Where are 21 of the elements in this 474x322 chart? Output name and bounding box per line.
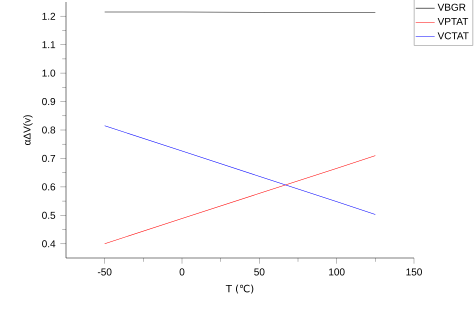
y-tick-label: 1.0: [42, 70, 56, 77]
x-tick-label: 150: [406, 268, 422, 276]
y-tick-label: 0.7: [42, 154, 56, 162]
x-tick-label: 0: [180, 268, 184, 276]
legend-label: VPTAT: [438, 18, 468, 25]
y-tick-label: 1.2: [42, 12, 56, 20]
y-tick-label: 0.9: [42, 98, 56, 106]
line-series: [104, 125, 376, 215]
x-axis-title: T (℃): [226, 284, 254, 294]
x-tick-label: 100: [329, 268, 345, 276]
legend-label: VCTAT: [438, 32, 469, 40]
x-tick-label: -50: [98, 268, 112, 276]
y-tick-label: 0.5: [42, 212, 56, 219]
y-axis-title: αΔV(v): [23, 115, 33, 145]
y-tick-label: 0.8: [42, 126, 56, 134]
y-tick-label: 0.6: [42, 183, 56, 190]
legend-label: VBGR: [438, 4, 466, 11]
y-tick-label: 0.4: [42, 240, 56, 248]
line-series: [104, 155, 376, 244]
y-tick-label: 1.1: [42, 41, 56, 48]
x-tick-label: 50: [254, 268, 264, 276]
